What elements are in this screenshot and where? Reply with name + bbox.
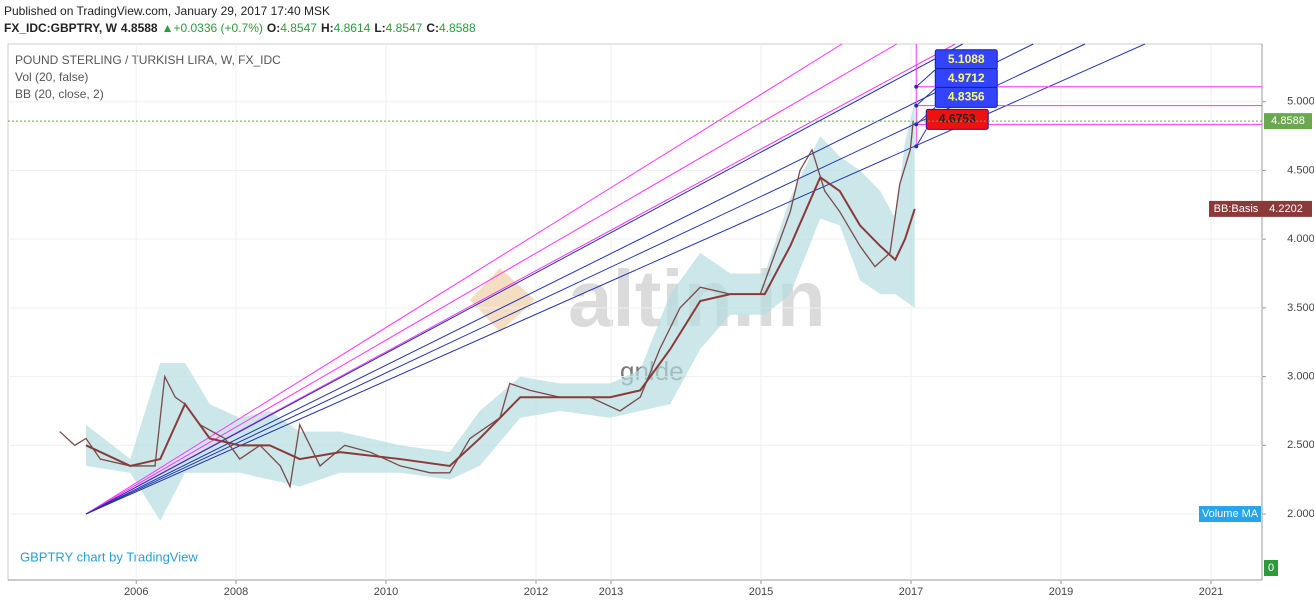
fan-line [85, 43, 963, 515]
y-tick-label: 3.5000 [1287, 302, 1314, 314]
header-item: 4.8588 [121, 21, 158, 35]
last-price-box [1264, 113, 1312, 130]
y-tick-label: 3.0000 [1287, 371, 1314, 383]
chart-title: POUND STERLING / TURKISH LIRA, W, FX_IDC [15, 53, 281, 67]
x-tick-label: 2006 [124, 586, 148, 598]
x-tick-label: 2017 [899, 586, 923, 598]
header-item: 4.8588 [439, 21, 476, 35]
header-item: 4.8547 [386, 21, 423, 35]
y-tick-label: 4.0000 [1287, 233, 1314, 245]
volume-ma-box [1199, 506, 1261, 523]
level-connector [915, 88, 936, 107]
bb-last-label: 4.2202 [1269, 203, 1303, 215]
footer: GBPTRY chart by TradingView [20, 549, 198, 564]
indicator-label: BB (20, close, 2) [15, 87, 104, 101]
level-label: 4.8356 [948, 89, 985, 103]
level-connector [915, 69, 936, 88]
fan-line [85, 43, 843, 515]
level-label: 4.9712 [948, 71, 985, 85]
header-item: 4.8547 [280, 21, 317, 35]
y-tick-label: 2.0000 [1287, 508, 1314, 520]
x-tick-label: 2013 [599, 586, 623, 598]
bb-basis [85, 175, 916, 467]
header-item: H: [321, 21, 334, 35]
level-box [934, 86, 998, 108]
header-item: 4.8614 [334, 21, 371, 35]
x-tick-label: 2021 [1199, 586, 1223, 598]
header-item: C: [426, 21, 439, 35]
x-tick-label: 2012 [524, 586, 548, 598]
x-tick-label: 2015 [749, 586, 773, 598]
level-box [925, 108, 989, 130]
x-tick-label: 2008 [224, 586, 248, 598]
header-item: O: [267, 21, 280, 35]
y-tick-label: 2.5000 [1287, 439, 1314, 451]
volume-zero-box [1264, 560, 1278, 576]
symbol-header: FX_IDC:GBPTRY, W 4.8588 ▲+0.0336 (+0.7%) O:… [4, 21, 476, 35]
header-item: FX_IDC:GBPTRY, W [4, 21, 118, 35]
bb-band [86, 101, 915, 521]
y-tick-label: 4.5000 [1287, 164, 1314, 176]
level-connector [915, 129, 927, 147]
y-tick-label: 5.0000 [1287, 96, 1314, 108]
header-item: ▲+0.0336 (+0.7%) [162, 21, 263, 35]
fan-line [85, 43, 1034, 515]
volume-zero-label: 0 [1268, 562, 1274, 574]
published-note: Published on TradingView.com, January 29… [4, 4, 330, 18]
volume-ma-label: Volume MA [1202, 508, 1259, 520]
fan-line [85, 43, 956, 515]
indicator-label: Vol (20, false) [15, 70, 88, 84]
level-label: 5.1088 [948, 52, 985, 66]
last-price-label: 4.8588 [1271, 115, 1305, 127]
bb-tag: BB:Basis [1214, 203, 1259, 215]
bb-tag-box [1209, 200, 1312, 217]
x-tick-label: 2010 [374, 586, 398, 598]
header-item: L: [374, 21, 385, 35]
x-tick-label: 2019 [1049, 586, 1073, 598]
level-label: 4.6753 [939, 112, 976, 126]
